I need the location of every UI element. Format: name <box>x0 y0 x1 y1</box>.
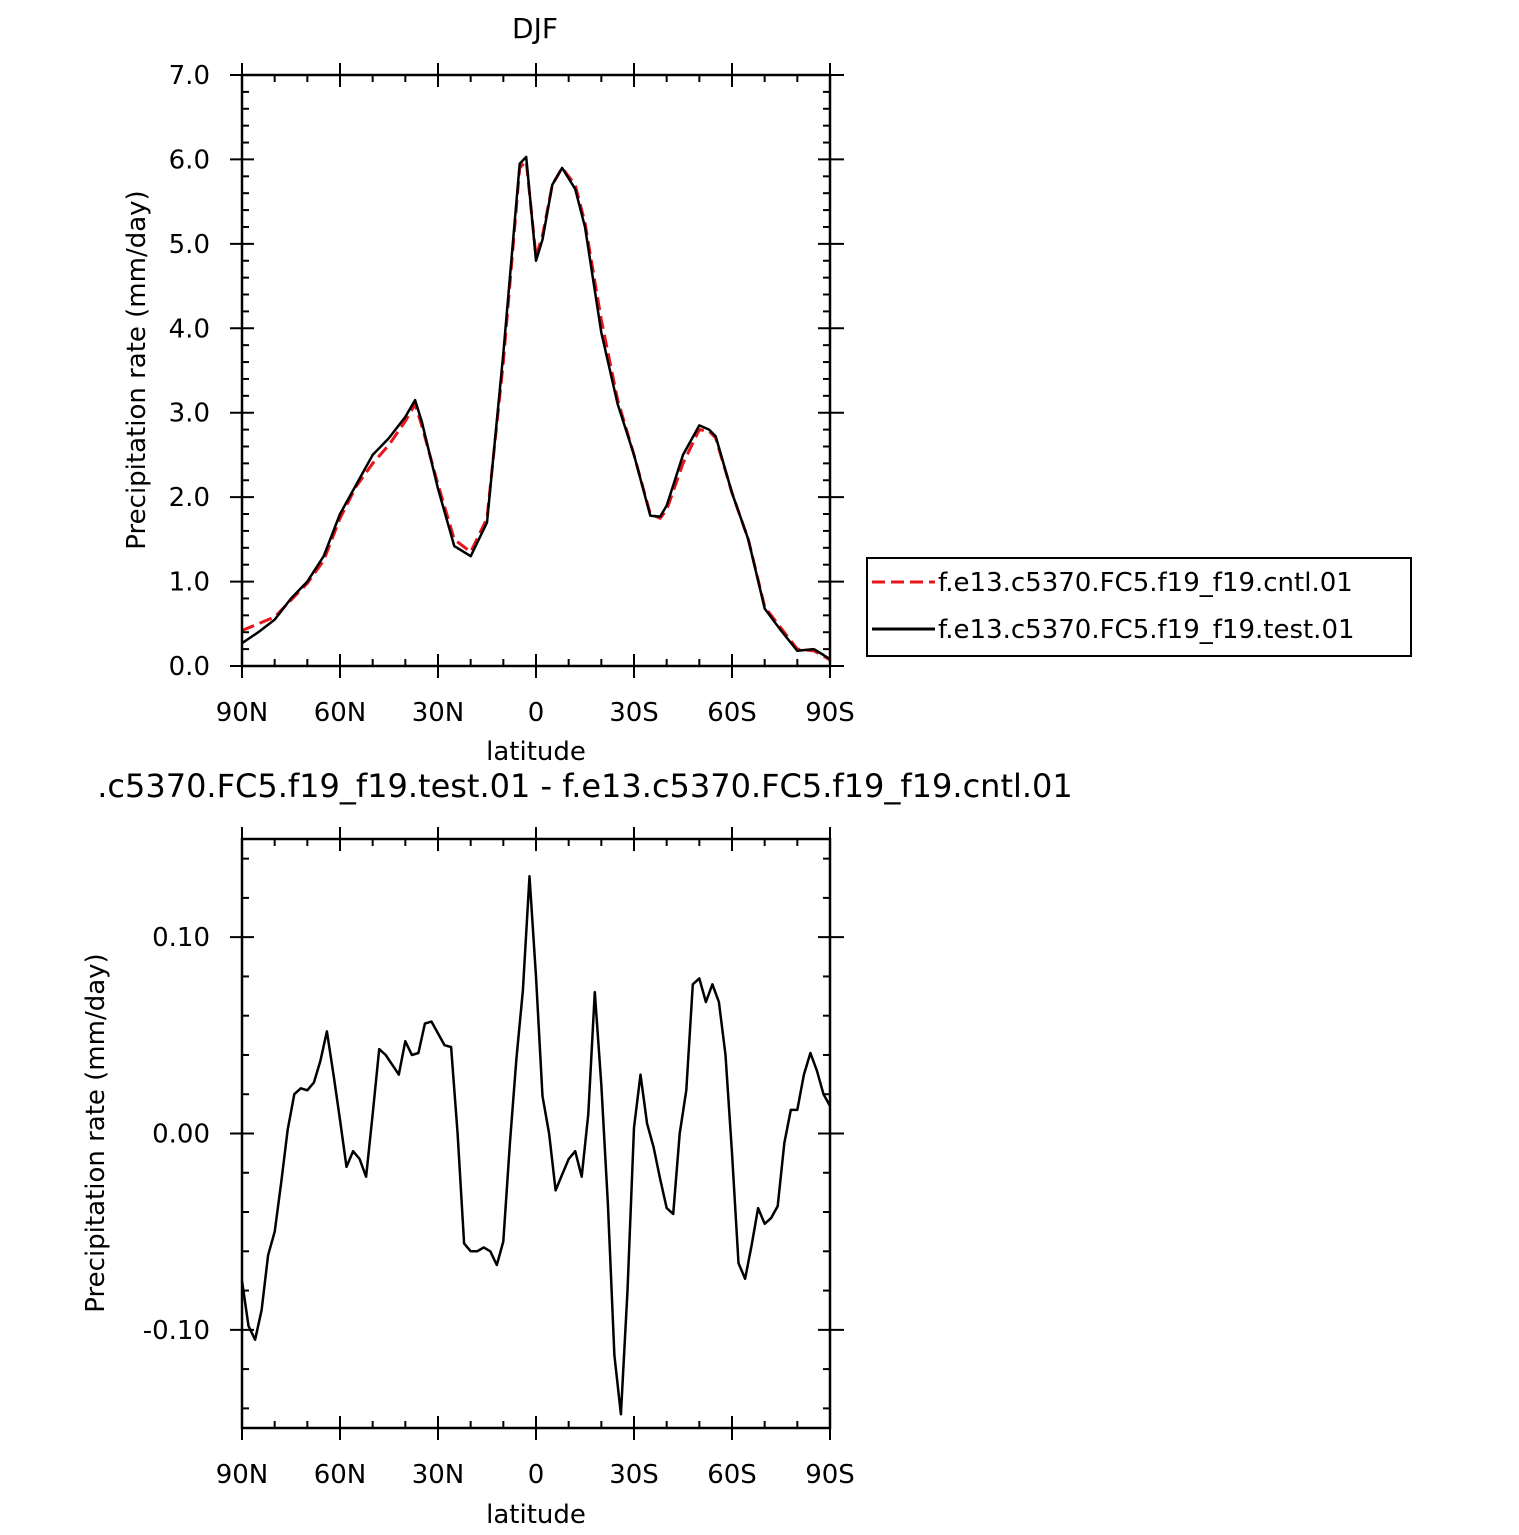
series-line-0-0 <box>241 159 831 662</box>
x-tick-label: 90N <box>216 698 269 728</box>
top-panel: DJF 90N 60N 30N 0 30S 60S 90S 0.0 1.0 2.0 3.0 4.0 5.… <box>122 12 855 767</box>
x-tick-label: 90S <box>805 698 855 728</box>
y-tick-label: 0.00 <box>152 1120 210 1150</box>
legend: f.e13.c5370.FC5.f19_f19.cntl.01 f.e13.c5… <box>866 557 1412 657</box>
y-tick-label: 0.0 <box>169 652 210 682</box>
x-tick-label: 60N <box>314 698 367 728</box>
bottom-panel-frame <box>240 837 832 1430</box>
top-panel-ticks: 90N 60N 30N 0 30S 60S 90S 0.0 1.0 2.0 3.0 4.0 5.0 6.0… <box>169 61 855 728</box>
bottom-panel: .c5370.FC5.f19_f19.test.01 - f.e13.c5370… <box>81 767 1073 1530</box>
legend-box <box>866 557 1412 657</box>
bottom-panel-ticks: 90N 60N 30N 0 30S 60S 90S -0.10 0.00 0.10 <box>143 827 855 1490</box>
y-tick-label: 7.0 <box>169 61 210 91</box>
x-tick-label: 90S <box>805 1460 855 1490</box>
series-line-0-1 <box>241 155 831 661</box>
top-panel-frame <box>240 73 832 668</box>
top-panel-x-axis-label: latitude <box>486 737 586 767</box>
x-tick-label: 90N <box>216 1460 269 1490</box>
y-tick-label: 6.0 <box>169 145 210 175</box>
y-tick-label: 2.0 <box>169 483 210 513</box>
x-tick-label: 30S <box>609 698 659 728</box>
x-tick-label: 60S <box>707 1460 757 1490</box>
top-panel-y-axis-label: Precipitation rate (mm/day) <box>122 190 152 549</box>
y-tick-label: 1.0 <box>169 568 210 598</box>
x-tick-label: 30N <box>412 1460 465 1490</box>
bottom-panel-y-axis-label: Precipitation rate (mm/day) <box>81 953 111 1312</box>
bottom-panel-x-axis-label: latitude <box>486 1500 586 1530</box>
y-tick-label: 5.0 <box>169 230 210 260</box>
x-tick-label: 30N <box>412 698 465 728</box>
x-tick-label: 0 <box>528 698 545 728</box>
x-tick-label: 0 <box>528 1460 545 1490</box>
y-tick-label: 4.0 <box>169 314 210 344</box>
series-line-1-0 <box>240 875 832 1416</box>
y-tick-label: -0.10 <box>143 1316 210 1346</box>
x-tick-label: 60N <box>314 1460 367 1490</box>
legend-entry-test: f.e13.c5370.FC5.f19_f19.test.01 <box>938 615 1355 645</box>
top-panel-series <box>241 155 831 662</box>
legend-entry-cntl: f.e13.c5370.FC5.f19_f19.cntl.01 <box>938 568 1353 598</box>
y-tick-label: 0.10 <box>152 923 210 953</box>
top-panel-title: DJF <box>512 12 558 45</box>
y-tick-label: 3.0 <box>169 399 210 429</box>
x-tick-label: 60S <box>707 698 757 728</box>
x-tick-label: 30S <box>609 1460 659 1490</box>
bottom-panel-series <box>240 875 832 1416</box>
bottom-panel-title: .c5370.FC5.f19_f19.test.01 - f.e13.c5370… <box>97 767 1073 805</box>
